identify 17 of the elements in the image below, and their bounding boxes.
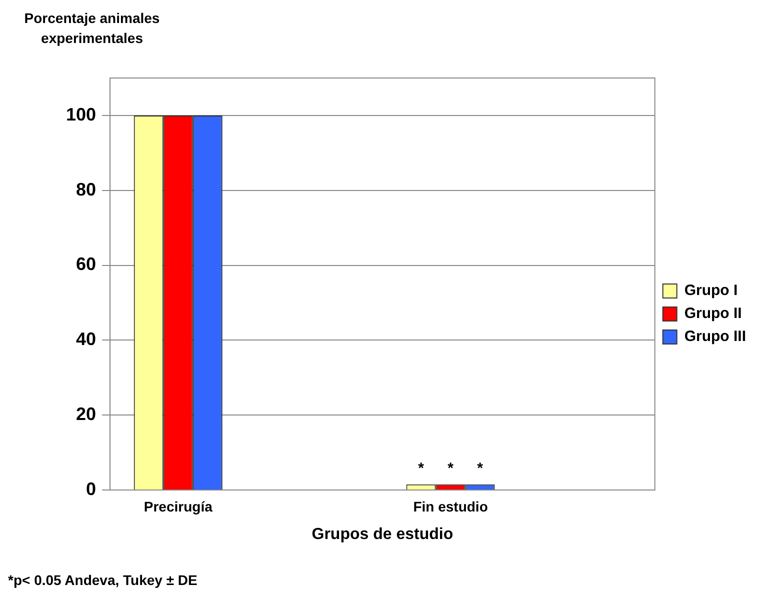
legend-label: Grupo III [684, 328, 746, 346]
x-axis-title: Grupos de estudio [312, 526, 454, 543]
y-tick-label: 40 [76, 329, 96, 350]
legend-label: Grupo I [684, 282, 738, 300]
y-axis-title: Porcentaje animales experimentales [24, 10, 160, 46]
y-tick-label: 20 [76, 404, 96, 424]
y-tick-label: 60 [76, 254, 96, 274]
x-tick-label: Fin estudio [413, 498, 488, 514]
y-tick-label: 100 [66, 104, 96, 124]
y-tick-label: 80 [76, 179, 96, 200]
y-tick-label: 0 [86, 478, 96, 499]
data-label: * [418, 460, 424, 478]
data-label: * [477, 460, 484, 478]
text: *p< 0.05 Andeva, Tukey ± DE [8, 572, 198, 588]
legend-label: Grupo II [684, 305, 742, 322]
data-label: * [448, 460, 454, 478]
x-tick-label: Precirugía [144, 498, 213, 514]
